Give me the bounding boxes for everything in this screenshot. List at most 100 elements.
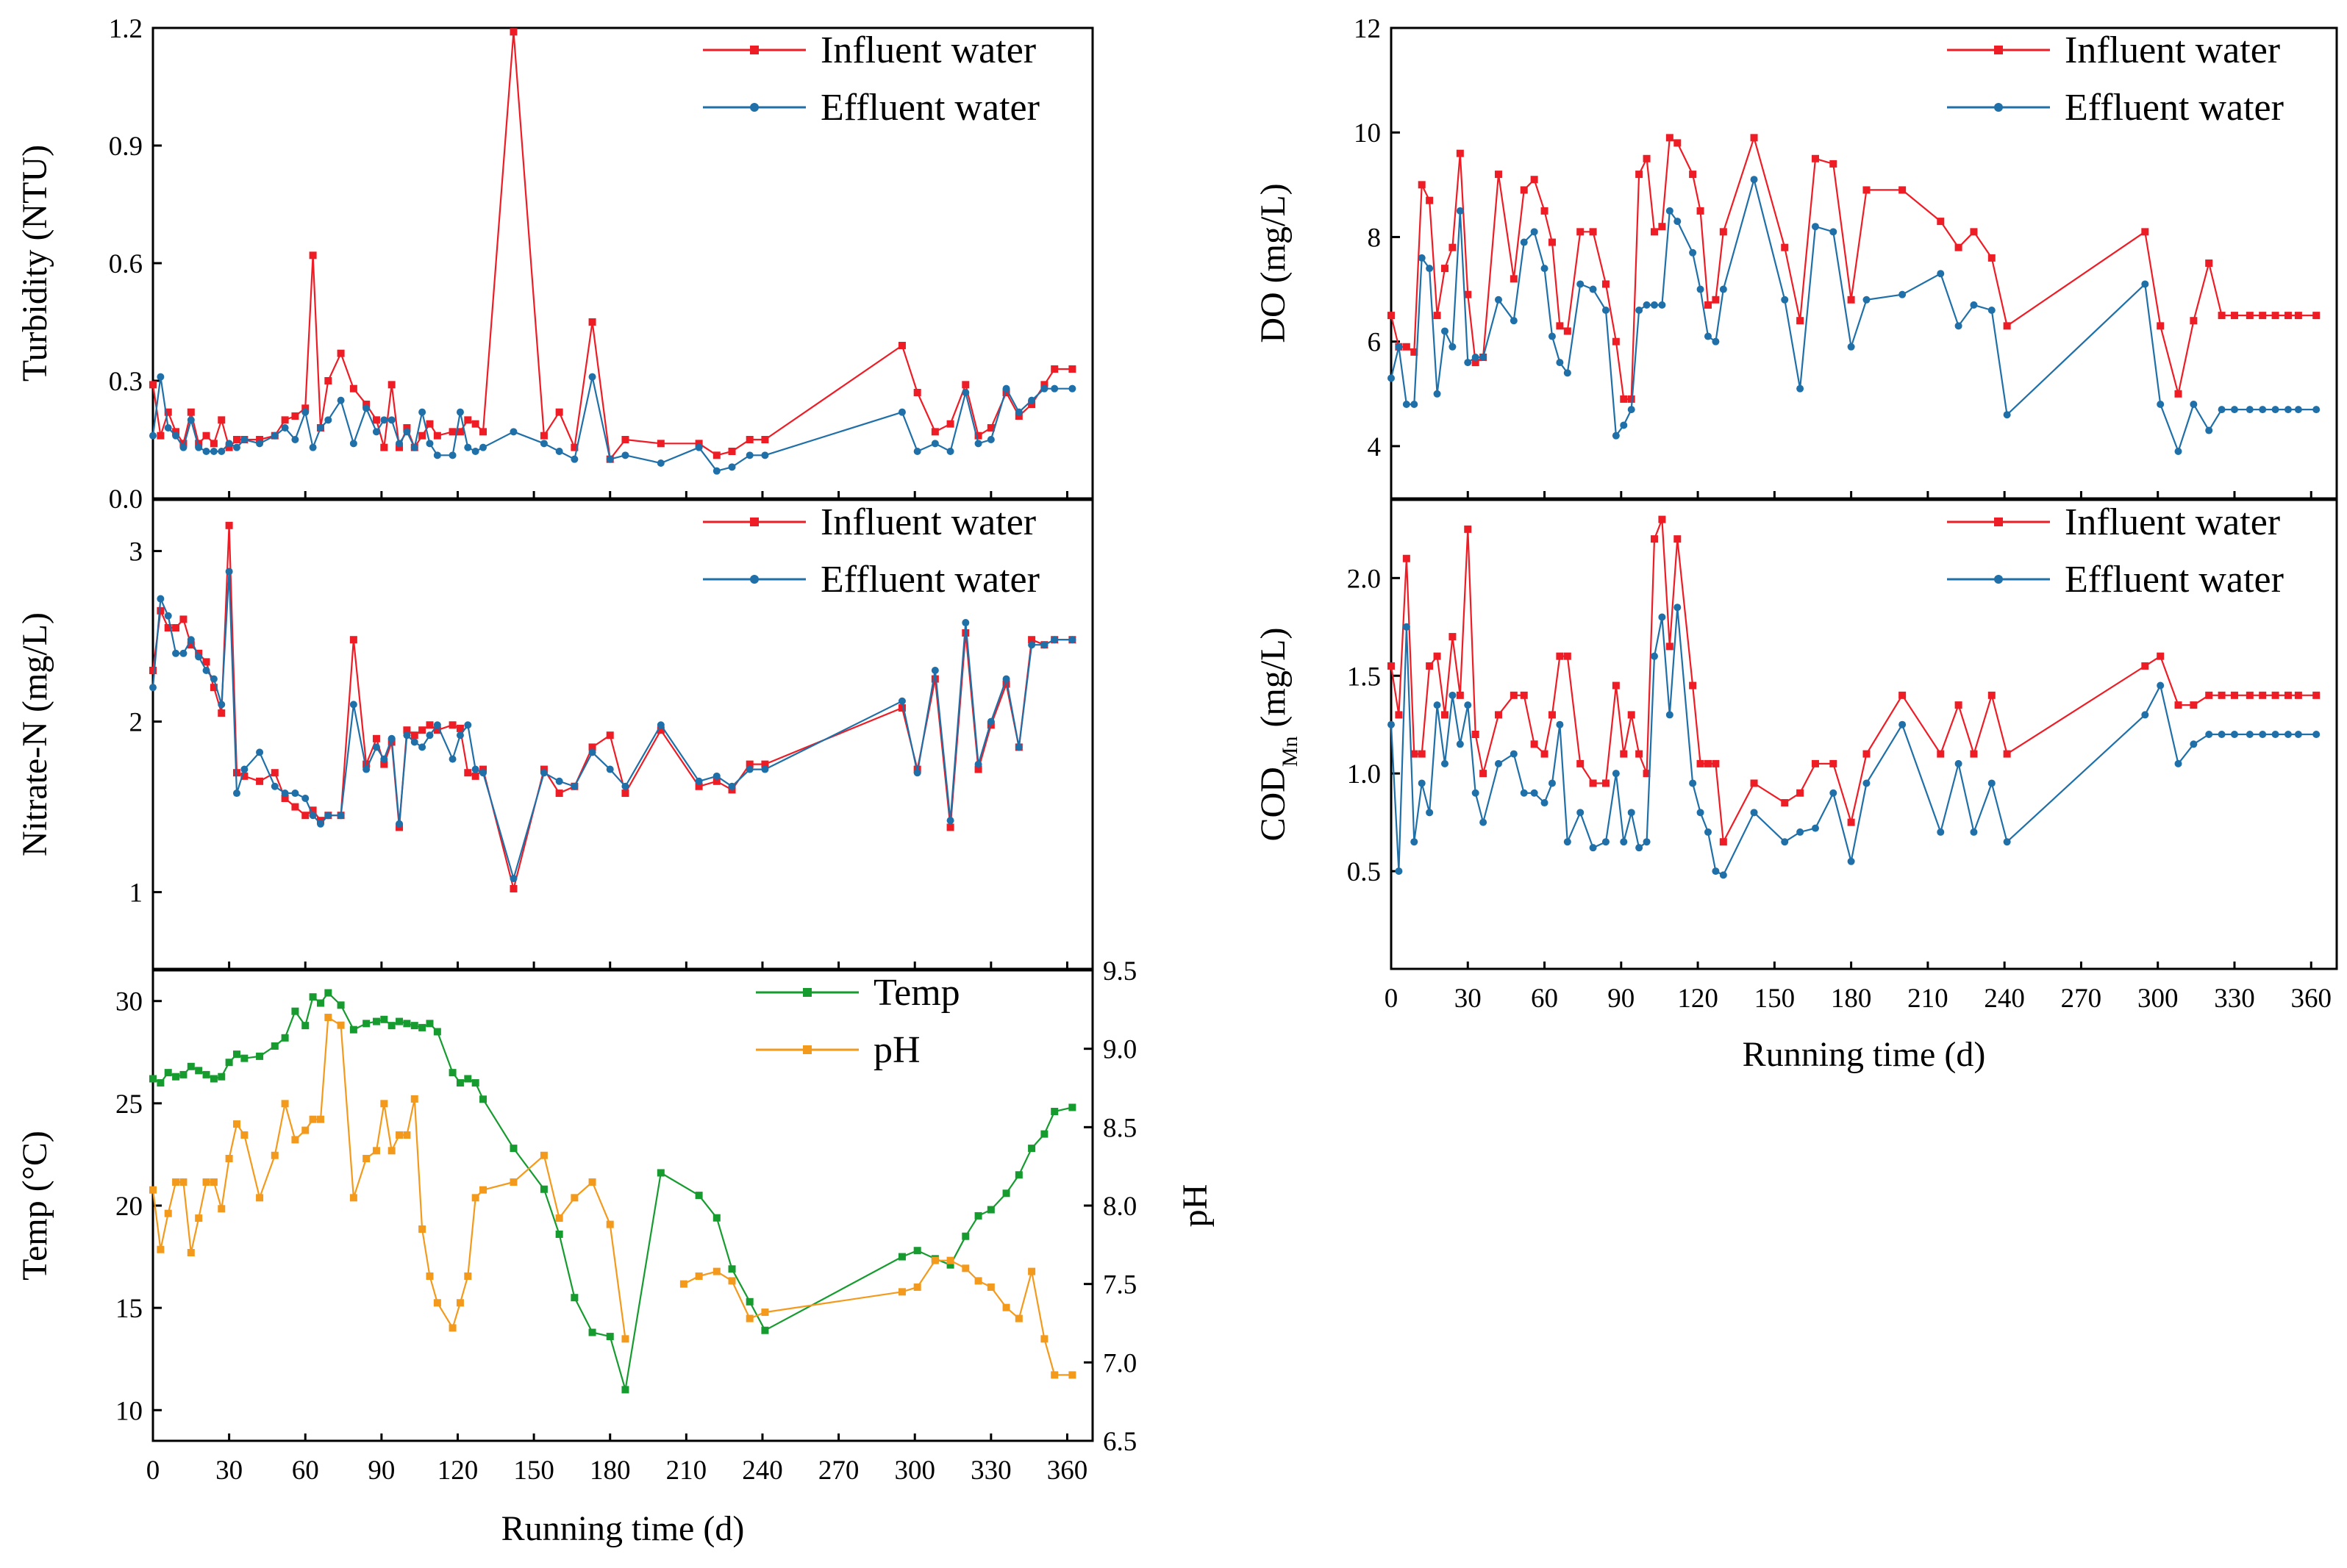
data-point-codmn-0	[2246, 691, 2254, 699]
data-point-temp-ph-0	[479, 1095, 487, 1103]
data-point-codmn-1	[2246, 731, 2254, 738]
data-point-turbidity-1	[218, 448, 226, 455]
data-point-do-1	[1464, 359, 1472, 367]
y-tick-label-temp-ph: 10	[115, 1396, 143, 1426]
y-tick-label-codmn: 2.0	[1347, 564, 1381, 594]
data-point-temp-ph-0	[324, 989, 332, 997]
data-point-codmn-1	[2141, 711, 2149, 719]
data-point-temp-ph-1	[464, 1272, 472, 1280]
data-point-temp-ph-1	[761, 1309, 769, 1317]
data-point-do-1	[1440, 327, 1448, 335]
data-point-do-0	[1448, 243, 1457, 251]
x-tick-label-codmn: 0	[1385, 984, 1398, 1014]
y-tick-label-codmn: 1.5	[1347, 662, 1381, 692]
data-point-codmn-1	[1643, 838, 1651, 846]
data-point-turbidity-0	[761, 436, 769, 443]
data-point-temp-ph-1	[606, 1220, 614, 1228]
data-point-turbidity-1	[362, 404, 371, 412]
data-point-temp-ph-0	[387, 1022, 396, 1030]
data-point-temp-ph-0	[728, 1265, 736, 1273]
data-point-temp-ph-1	[479, 1186, 487, 1194]
data-point-turbidity-0	[195, 440, 203, 448]
data-point-do-1	[1395, 343, 1403, 351]
x-tick-label-temp-ph: 30	[215, 1456, 243, 1486]
data-point-codmn-0	[1464, 525, 1472, 533]
data-point-temp-ph-1	[588, 1178, 596, 1186]
data-point-codmn-1	[1440, 759, 1448, 767]
data-point-codmn-0	[1898, 691, 1907, 699]
data-point-codmn-0	[1530, 740, 1538, 748]
data-point-do-1	[1970, 301, 1978, 309]
data-point-codmn-1	[1433, 701, 1441, 709]
data-point-codmn-1	[2312, 731, 2321, 738]
x-tick-label-temp-ph: 0	[146, 1456, 160, 1486]
data-point-temp-ph-1	[456, 1299, 464, 1307]
data-point-nitrate-0	[349, 636, 357, 644]
data-point-nitrate-1	[281, 790, 289, 798]
data-point-temp-ph-1	[1015, 1314, 1023, 1322]
data-point-nitrate-1	[149, 684, 157, 692]
data-point-codmn-1	[1665, 711, 1673, 719]
data-point-temp-ph-1	[449, 1324, 457, 1332]
data-point-nitrate-1	[1068, 636, 1076, 644]
data-point-turbidity-1	[1015, 408, 1023, 416]
data-point-nitrate-1	[540, 769, 548, 777]
data-point-temp-ph-1	[337, 1021, 345, 1029]
data-point-turbidity-1	[291, 436, 299, 443]
data-point-codmn-0	[1395, 711, 1403, 719]
data-point-nitrate-1	[309, 812, 317, 820]
data-point-codmn-1	[1658, 613, 1666, 621]
data-point-turbidity-0	[187, 408, 195, 416]
data-point-do-1	[1410, 401, 1418, 408]
data-point-turbidity-0	[164, 408, 172, 416]
legend-label-turbidity-0: Influent water	[821, 29, 1036, 71]
data-point-nitrate-1	[232, 790, 240, 798]
data-point-do-0	[1601, 280, 1610, 288]
data-point-do-0	[2246, 312, 2254, 320]
data-point-temp-ph-0	[1015, 1171, 1023, 1179]
data-point-turbidity-0	[149, 381, 157, 389]
data-point-nitrate-0	[210, 684, 218, 692]
data-point-codmn-0	[1540, 750, 1548, 758]
data-point-nitrate-1	[621, 782, 629, 790]
data-point-turbidity-0	[337, 349, 345, 357]
data-point-temp-ph-0	[540, 1185, 548, 1193]
data-point-codmn-1	[1673, 604, 1682, 612]
data-point-temp-ph-1	[913, 1283, 921, 1291]
data-point-codmn-1	[1937, 828, 1945, 836]
data-point-do-0	[1433, 312, 1441, 320]
data-point-do-1	[1612, 432, 1620, 440]
data-point-turbidity-1	[210, 448, 218, 455]
data-point-codmn-1	[1520, 789, 1528, 797]
data-point-do-0	[1673, 139, 1682, 147]
data-point-nitrate-1	[761, 765, 769, 773]
series-line-temp-ph-0	[152, 992, 1073, 1391]
data-point-do-0	[1811, 154, 1819, 162]
data-point-temp-ph-1	[362, 1155, 371, 1162]
data-point-nitrate-0	[218, 709, 226, 717]
data-point-codmn-0	[2312, 691, 2321, 699]
data-point-do-1	[2312, 406, 2321, 414]
data-point-turbidity-0	[172, 428, 180, 436]
data-point-nitrate-0	[464, 769, 472, 777]
data-point-codmn-1	[1426, 809, 1434, 817]
x-tick-label-codmn: 240	[1984, 984, 2025, 1014]
data-point-codmn-0	[1829, 759, 1837, 767]
data-point-codmn-1	[1650, 652, 1658, 660]
data-point-temp-ph-0	[164, 1069, 172, 1077]
data-point-nitrate-1	[1040, 641, 1049, 649]
data-point-codmn-1	[2205, 731, 2213, 738]
data-point-temp-ph-1	[149, 1186, 157, 1194]
data-point-temp-ph-0	[380, 1015, 388, 1023]
series-line-turbidity-1	[151, 376, 1073, 472]
data-point-turbidity-1	[974, 440, 982, 448]
data-point-codmn-0	[1426, 662, 1434, 670]
data-point-do-0	[2218, 312, 2226, 320]
data-point-codmn-1	[2294, 731, 2302, 738]
legend-marker-temp-ph-1	[803, 1045, 812, 1054]
data-point-codmn-1	[1970, 828, 1978, 836]
data-point-codmn-0	[1987, 691, 1996, 699]
data-point-codmn-0	[1448, 633, 1457, 641]
data-point-nitrate-1	[479, 769, 487, 777]
data-point-turbidity-0	[210, 440, 218, 448]
